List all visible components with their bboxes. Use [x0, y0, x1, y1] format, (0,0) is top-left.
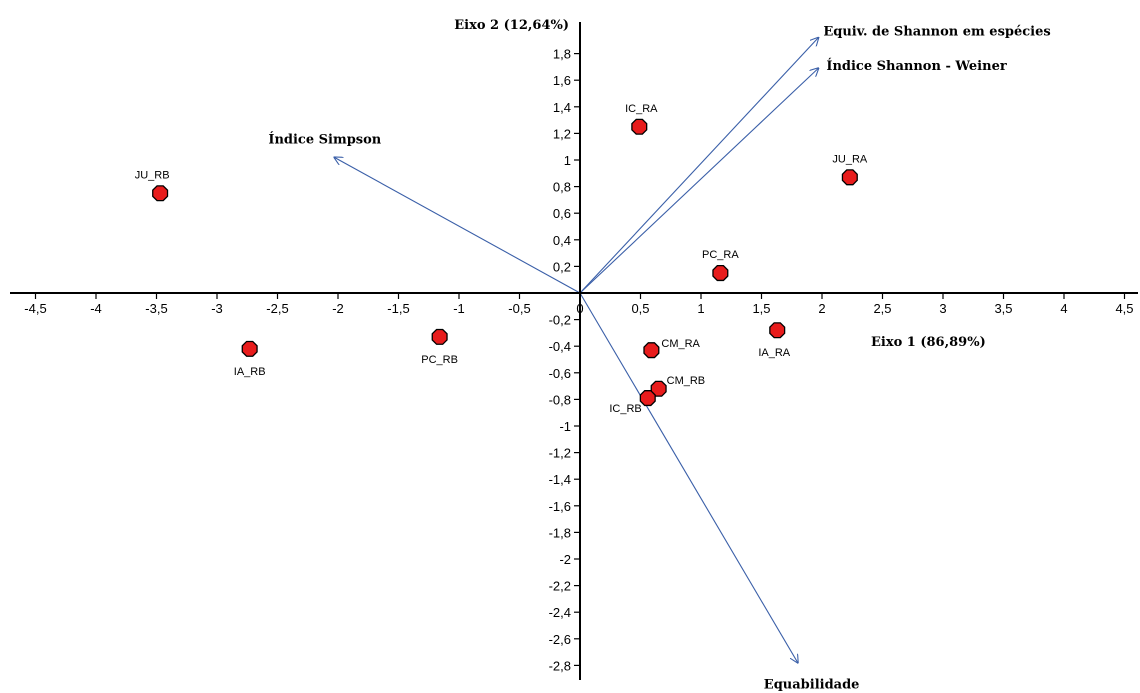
- y-tick-label: -1,2: [549, 446, 571, 461]
- data-point: [841, 169, 858, 186]
- x-tick-label: 4: [1060, 301, 1067, 316]
- x-tick-label: 3: [939, 301, 946, 316]
- point-label: CM_RB: [667, 375, 706, 387]
- x-tick-label: -2,5: [266, 301, 288, 316]
- data-point: [631, 118, 648, 135]
- point-label: IC_RA: [625, 103, 658, 115]
- y-tick-label: 1,8: [553, 47, 571, 62]
- data-point: [769, 322, 786, 339]
- axes: -4,5 -4 -3,5 -3 -2,5 -2 -1,5 -1 -0,5 0 0,5 1 1,5 2 2,5…: [10, 22, 1138, 680]
- point-label: IA_RA: [758, 347, 790, 359]
- vector-arrow: [334, 157, 581, 294]
- y-tick-label: 1,6: [553, 73, 571, 88]
- y-tick-label: -2,8: [549, 658, 571, 673]
- data-point: [643, 342, 660, 359]
- point-label: JU_RB: [135, 169, 170, 181]
- point-label: IC_RB: [609, 403, 641, 415]
- vector-arrow: [579, 38, 818, 294]
- y-tick-label: 0,8: [553, 180, 571, 195]
- x-tick-label: 1: [697, 301, 704, 316]
- loading-vectors: Equiv. de Shannon em espécies Índice Shan…: [268, 25, 1050, 693]
- vector-label: Índice Shannon - Weiner: [826, 58, 1006, 74]
- data-point: [639, 390, 656, 407]
- point-label: PC_RB: [421, 354, 458, 366]
- x-tick-label: -4: [90, 301, 102, 316]
- y-tick-label: -0,4: [549, 339, 571, 354]
- y-tick-label: -1,8: [549, 525, 571, 540]
- data-point: [241, 340, 258, 357]
- y-tick-label: -2: [559, 552, 571, 567]
- vector-label: Equabilidade: [764, 678, 860, 693]
- x-tick-label: -0,5: [508, 301, 530, 316]
- x-tick-label: 4,5: [1115, 301, 1133, 316]
- y-tick-label: 0,6: [553, 206, 571, 221]
- data-point: [712, 265, 729, 282]
- x-tick-label: -1: [453, 301, 465, 316]
- data-point: [431, 328, 448, 345]
- data-point: [152, 185, 169, 202]
- site-points: JU_RB IA_RB PC_RB IC_RA CM_RA CM_RB IC_RB PC_RA…: [135, 103, 868, 415]
- y-tick-label: 1,4: [553, 100, 571, 115]
- y-tick-label: 1: [564, 153, 571, 168]
- y-tick-label: -0,2: [549, 313, 571, 328]
- vector-arrow: [579, 292, 798, 663]
- point-label: PC_RA: [702, 249, 739, 261]
- vector-label: Índice Simpson: [268, 131, 381, 147]
- x-tick-label: -1,5: [387, 301, 409, 316]
- y-tick-label: -0,8: [549, 392, 571, 407]
- y-axis-title: Eixo 2 (12,64%): [454, 18, 569, 33]
- point-label: JU_RA: [832, 153, 868, 165]
- x-tick-label: 0,5: [631, 301, 649, 316]
- x-tick-label: -2: [332, 301, 344, 316]
- vector-label: Equiv. de Shannon em espécies: [823, 25, 1050, 40]
- y-tick-label: -2,2: [549, 579, 571, 594]
- x-tick-label: 1,5: [752, 301, 770, 316]
- y-tick-label: -1,4: [549, 472, 571, 487]
- data-point: [650, 380, 667, 397]
- x-tick-label: 0: [576, 301, 583, 316]
- x-tick-label: 2,5: [873, 301, 891, 316]
- y-tick-label: -1: [559, 419, 571, 434]
- y-tick-label: -1,6: [549, 499, 571, 514]
- y-tick-label: -2,4: [549, 605, 571, 620]
- y-tick-label: 1,2: [553, 126, 571, 141]
- y-tick-label: -0,6: [549, 366, 571, 381]
- x-tick-label: 2: [818, 301, 825, 316]
- x-axis-title: Eixo 1 (86,89%): [871, 335, 986, 350]
- x-tick-label: -3,5: [145, 301, 167, 316]
- y-tick-label: 0,2: [553, 259, 571, 274]
- y-tick-label: -2,6: [549, 632, 571, 647]
- point-label: CM_RA: [661, 338, 700, 350]
- x-tick-label: -4,5: [24, 301, 46, 316]
- x-tick-label: -3: [211, 301, 223, 316]
- vector-arrow: [579, 68, 818, 294]
- point-label: IA_RB: [234, 366, 266, 378]
- y-tick-label: 0,4: [553, 233, 571, 248]
- x-tick-label: 3,5: [994, 301, 1012, 316]
